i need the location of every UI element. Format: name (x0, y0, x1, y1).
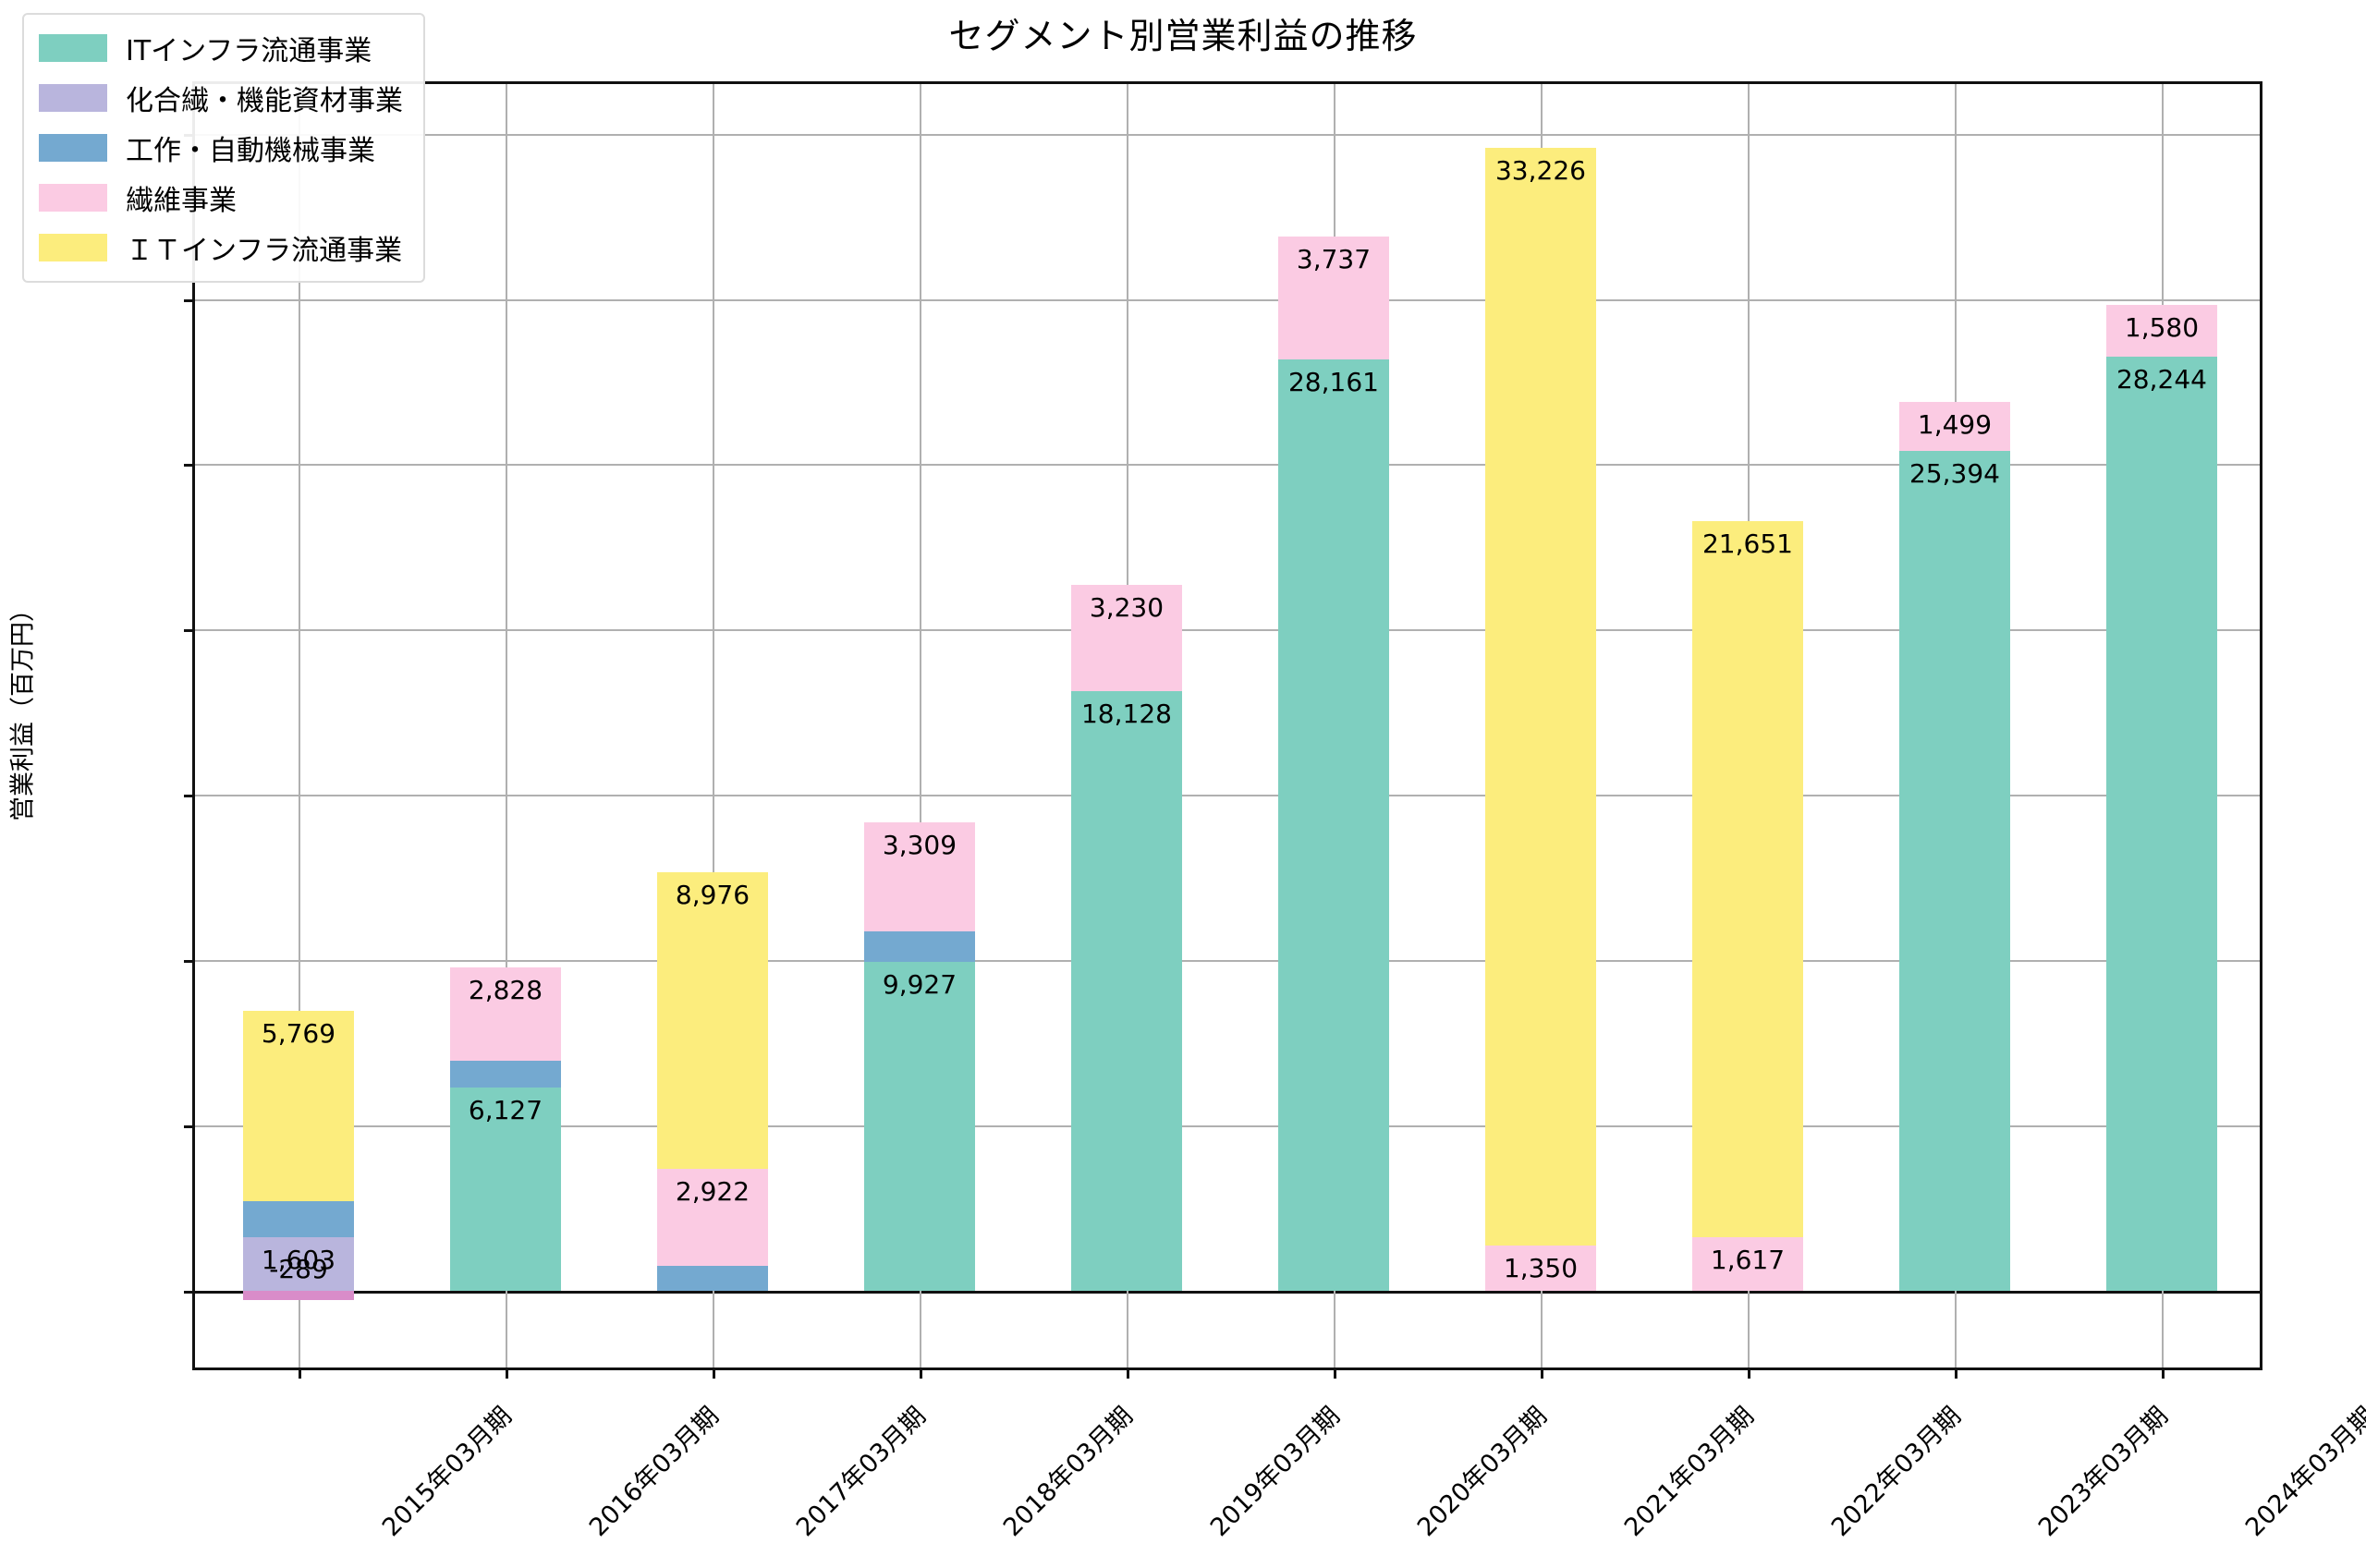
x-tick-label: 2021年03月期 (1618, 1401, 1760, 1543)
gridline-horizontal (195, 959, 2260, 962)
legend-item-label: ＩＴインフラ流通事業 (126, 235, 403, 267)
gridline-horizontal (195, 298, 2260, 301)
bar-group[interactable]: 9,9279313,309 (863, 84, 976, 1373)
legend-item[interactable]: 繊維事業 (39, 177, 403, 218)
bar-segment[interactable] (1484, 147, 1597, 1246)
bar-group[interactable]: 1,350 33,226 (1484, 84, 1597, 1373)
y-tick-mark (184, 464, 195, 468)
page-title: セグメント別営業利益の推移 (948, 16, 1418, 56)
y-tick-mark (184, 629, 195, 633)
legend-item[interactable]: 工作・自動機械事業 (39, 128, 403, 168)
bar-segment[interactable] (242, 1010, 355, 1202)
gridline-horizontal (195, 629, 2260, 632)
legend-swatch-icon (39, 84, 107, 112)
bar-segment[interactable] (656, 872, 769, 1170)
x-tick-label: 2022年03月期 (1825, 1401, 1967, 1543)
gridline-horizontal (195, 464, 2260, 467)
y-tick-mark (184, 298, 195, 302)
bar-segment[interactable] (863, 821, 976, 932)
y-tick-mark (184, 795, 195, 798)
gridline-vertical (299, 84, 300, 1367)
x-tick-mark (2162, 1367, 2165, 1379)
x-tick-mark (1955, 1367, 1957, 1379)
bar-segment[interactable] (656, 1169, 769, 1266)
bar-segment[interactable] (1070, 584, 1183, 692)
gridline-vertical (713, 84, 714, 1367)
y-tick-mark (184, 959, 195, 963)
bar-segment[interactable] (1691, 521, 1804, 1237)
zero-line (195, 1290, 2260, 1294)
bar-segment[interactable] (2105, 357, 2218, 1291)
x-tick-mark (1127, 1367, 1129, 1379)
legend-swatch-icon (39, 234, 107, 261)
y-axis-label: 営業利益（百万円） (8, 597, 38, 821)
chart-legend: ITインフラ流通事業 化合繊・機能資材事業 工作・自動機械事業 繊維事業 ＩＴインフラ流… (22, 13, 425, 283)
bar-segment[interactable] (1484, 1246, 1597, 1291)
plot-area: 05,00010,00015,00020,00025,00030,00035,0… (184, 81, 2366, 1542)
gridline-horizontal (195, 133, 2260, 136)
bar-segment[interactable] (242, 1290, 355, 1300)
gridline-vertical (920, 84, 921, 1367)
bar-group[interactable]: 25,394 1,499 (1898, 84, 2011, 1373)
bar-segment[interactable] (863, 931, 976, 963)
legend-item-label: ITインフラ流通事業 (126, 35, 372, 67)
x-tick-mark (1334, 1367, 1336, 1379)
bar-segment[interactable] (863, 962, 976, 1291)
bar-segment[interactable] (1898, 401, 2011, 452)
legend-swatch-icon (39, 184, 107, 212)
bar-segment[interactable] (2105, 304, 2218, 358)
x-tick-label: 2023年03月期 (2032, 1401, 2174, 1543)
bar-segment[interactable] (1691, 1236, 1804, 1291)
x-tick-label: 2018年03月期 (997, 1401, 1139, 1543)
x-tick-label: 2015年03月期 (376, 1401, 518, 1543)
gridline-horizontal (195, 795, 2260, 797)
x-tick-mark (506, 1367, 508, 1379)
bar-segment[interactable] (242, 1201, 355, 1238)
plot-inner: 05,00010,00015,00020,00025,00030,00035,0… (184, 84, 2366, 1542)
x-tick-mark (1541, 1367, 1543, 1379)
bar-group[interactable]: 28,244 1,580 (2105, 84, 2218, 1373)
legend-swatch-icon (39, 34, 107, 62)
y-tick-mark (184, 1124, 195, 1128)
bar-group[interactable]: 6,1278202,828 (449, 84, 562, 1373)
bar-segment[interactable] (656, 1265, 769, 1291)
legend-swatch-icon (39, 134, 107, 162)
x-tick-label: 2017年03月期 (790, 1401, 932, 1543)
x-tick-mark (299, 1367, 301, 1379)
bar-segment[interactable] (1898, 451, 2011, 1291)
legend-item[interactable]: 化合繊・機能資材事業 (39, 78, 403, 118)
bar-group[interactable]: 28,161 3,737 (1277, 84, 1390, 1373)
bar-segment[interactable] (449, 1061, 562, 1088)
bar-segment[interactable] (449, 1088, 562, 1291)
x-tick-mark (713, 1367, 715, 1379)
x-tick-mark (920, 1367, 922, 1379)
bar-segment[interactable] (1277, 359, 1390, 1291)
y-tick-mark (184, 1290, 195, 1294)
bar-group[interactable]: 18,128 3,230 (1070, 84, 1183, 1373)
legend-item[interactable]: ITインフラ流通事業 (39, 28, 403, 68)
gridline-horizontal (195, 1124, 2260, 1127)
bar-segment[interactable] (449, 966, 562, 1062)
x-tick-mark (1748, 1367, 1750, 1379)
x-tick-label: 2016年03月期 (583, 1401, 725, 1543)
bar-segment[interactable] (1070, 691, 1183, 1291)
x-tick-label: 2024年03月期 (2239, 1401, 2366, 1543)
bar-group[interactable]: 1,617 21,651 (1691, 84, 1804, 1373)
x-tick-label: 2019年03月期 (1204, 1401, 1346, 1543)
legend-item-label: 繊維事業 (126, 185, 237, 217)
bar-segment[interactable] (1277, 236, 1390, 360)
gridline-vertical (506, 84, 507, 1367)
legend-item[interactable]: ＩＴインフラ流通事業 (39, 227, 403, 268)
bar-segment[interactable] (242, 1237, 355, 1291)
legend-item-label: 化合繊・機能資材事業 (126, 85, 403, 117)
legend-item-label: 工作・自動機械事業 (126, 135, 375, 167)
x-tick-label: 2020年03月期 (1411, 1401, 1553, 1543)
